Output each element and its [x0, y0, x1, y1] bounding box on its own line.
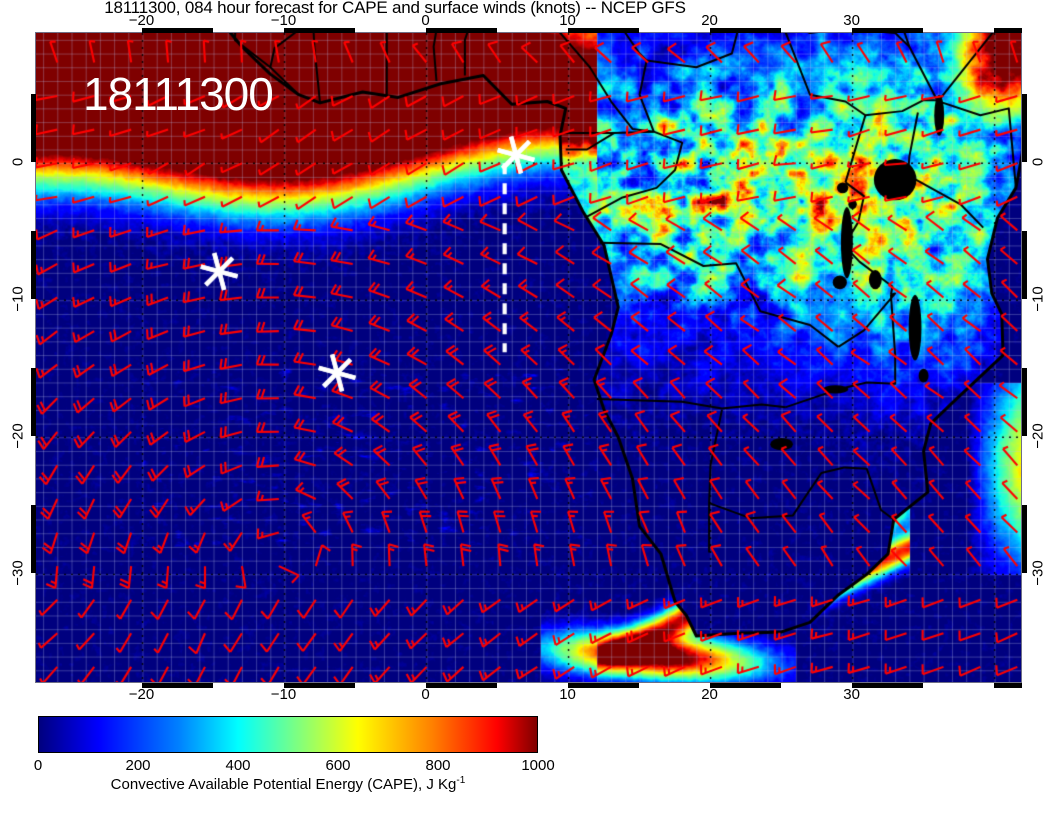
colorbar-tick-label: 200	[125, 757, 151, 774]
frame-segment	[1022, 504, 1027, 574]
axis-tick-label: −10	[270, 686, 297, 703]
frame-segment	[425, 683, 497, 688]
frame-segment	[31, 367, 36, 437]
frame-segment	[31, 93, 36, 163]
frame-segment	[31, 230, 36, 300]
axis-tick-label: 0	[1029, 158, 1047, 167]
axis-tick-label: 0	[421, 686, 430, 703]
axis-tick-label: −20	[128, 12, 155, 29]
axis-tick-label: −20	[128, 686, 155, 703]
axis-tick-label: 20	[701, 12, 718, 29]
frame-segment	[709, 683, 781, 688]
axis-tick-label: 30	[843, 12, 860, 29]
frame-segment	[851, 28, 923, 33]
frame-segment	[425, 28, 497, 33]
axis-tick-label: −10	[1029, 286, 1047, 312]
page-title: 18111300, 084 hour forecast for CAPE and…	[104, 0, 686, 17]
colorbar-title: Convective Available Potential Energy (C…	[38, 775, 538, 793]
frame-segment	[141, 683, 213, 688]
frame-segment	[31, 504, 36, 574]
axis-tick-label: 10	[559, 12, 576, 29]
frame-segment	[283, 28, 355, 33]
axis-tick-label: −10	[9, 286, 27, 312]
axis-tick-label: 20	[701, 686, 718, 703]
colorbar-tick-label: 0	[33, 757, 43, 774]
frame-segment	[283, 683, 355, 688]
frame-segment	[141, 28, 213, 33]
frame-segment	[851, 683, 923, 688]
cape-heatmap-canvas	[36, 33, 1021, 682]
frame-segment	[709, 28, 781, 33]
frame-segment	[1022, 93, 1027, 163]
map-plot-area[interactable]: 18111300	[35, 32, 1022, 683]
frame-segment	[993, 28, 1022, 33]
axis-tick-label: −30	[9, 560, 27, 587]
axis-tick-label: −20	[9, 423, 27, 450]
colorbar-tick-label: 800	[425, 757, 451, 774]
frame-segment	[567, 683, 639, 688]
axis-tick-label: −30	[1029, 560, 1047, 587]
frame-segment	[993, 683, 1022, 688]
axis-tick-label: 30	[843, 686, 860, 703]
date-stamp-overlay: 18111300	[83, 68, 274, 120]
frame-segment	[1022, 367, 1027, 437]
axis-tick-label: −20	[1029, 423, 1047, 450]
axis-tick-label: −10	[270, 12, 297, 29]
colorbar-tick-label: 600	[325, 757, 351, 774]
colorbar-tick-label: 1000	[521, 757, 555, 774]
axis-tick-label: 10	[559, 686, 576, 703]
colorbar-title-text: Convective Available Potential Energy (C…	[110, 776, 457, 793]
colorbar-tick-label: 400	[225, 757, 251, 774]
frame-segment	[567, 28, 639, 33]
axis-tick-label: 0	[421, 12, 430, 29]
cape-colorbar[interactable]	[38, 716, 538, 753]
colorbar-title-exponent: -1	[456, 775, 466, 786]
axis-tick-label: 0	[9, 158, 27, 167]
frame-segment	[1022, 230, 1027, 300]
